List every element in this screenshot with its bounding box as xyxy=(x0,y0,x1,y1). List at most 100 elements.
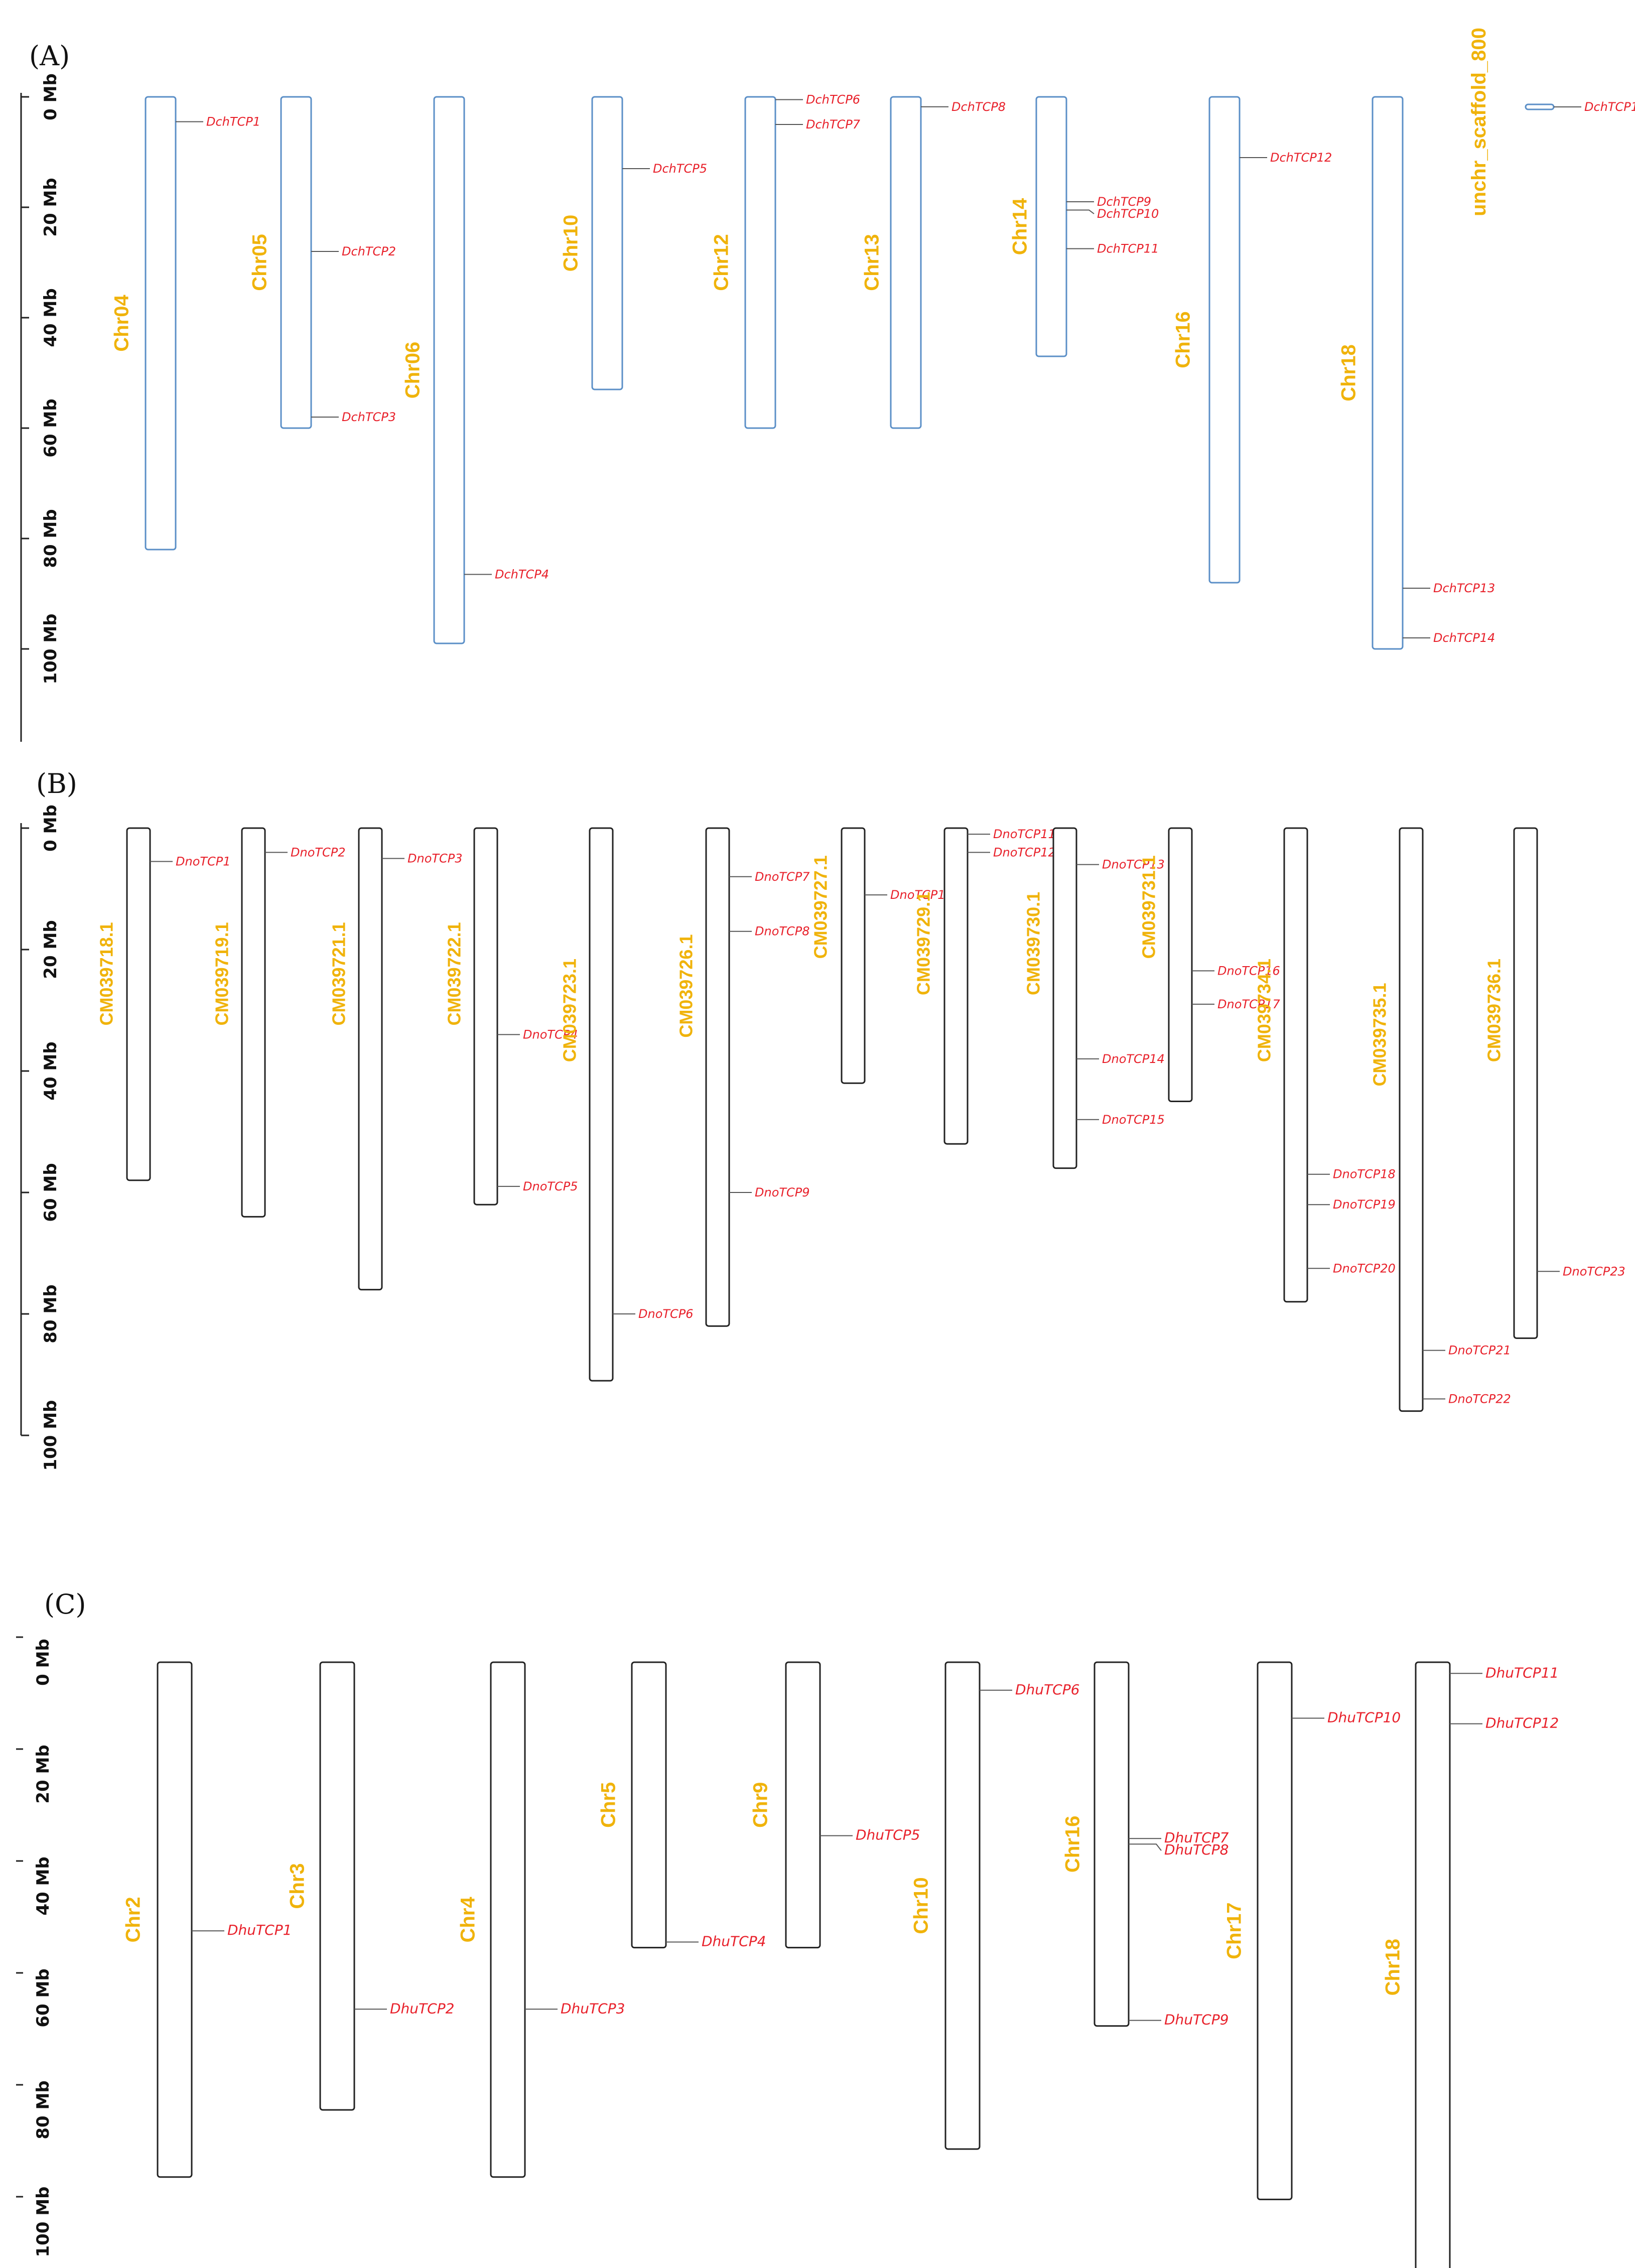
panel-c-axis-tick-label: 40 Mb xyxy=(33,1856,53,1915)
gene-dchtcp8-label: DchTCP8 xyxy=(951,100,1006,114)
gene-dnotcp21-label: DnoTCP21 xyxy=(1448,1344,1511,1358)
panel-a-axis-tick-label: 20 Mb xyxy=(41,178,61,236)
panel-a-chromosome-chr13-label: Chr13 xyxy=(861,234,883,291)
panel-b-axis-tick-label: 60 Mb xyxy=(41,1163,61,1222)
panel-c-axis-tick-label: 80 Mb xyxy=(33,2080,53,2139)
panel-c-axis-tick-label: 20 Mb xyxy=(33,1745,53,1803)
gene-dchtcp1-label: DchTCP1 xyxy=(206,115,260,129)
panel-c-chromosome-chr3 xyxy=(319,1661,355,2111)
gene-dchtcp5-label: DchTCP5 xyxy=(653,162,707,176)
chromosomes-layer: Chr04 DchTCP1 Chr05 DchTCP2 DchTCP3 Chr06 DchT… xyxy=(96,28,1635,2268)
panel-b-chromosome-cm039730-1 xyxy=(1052,827,1077,1169)
panel-c-chromosome-chr18-label: Chr18 xyxy=(1382,1939,1404,1995)
gene-dnotcp10-label: DnoTCP10 xyxy=(890,888,953,902)
panel-b-axis-tick-label: 100 Mb xyxy=(41,1400,61,1471)
gene-dhutcp6-label: DhuTCP6 xyxy=(1015,1681,1079,1698)
gene-dhutcp9-label: DhuTCP9 xyxy=(1164,2012,1229,2028)
panel-a-chromosome-chr12-label: Chr12 xyxy=(711,234,733,291)
panel-a-axis-tick-label: 80 Mb xyxy=(41,509,61,568)
gene-dnotcp18-label: DnoTCP18 xyxy=(1333,1167,1396,1181)
panel-b-chromosome-cm039727-1 xyxy=(841,827,866,1084)
panel-a-chromosome-chr04-label: Chr04 xyxy=(111,295,133,352)
panel-a-chromosome-chr04 xyxy=(145,96,177,551)
gene-dnotcp6-label: DnoTCP6 xyxy=(638,1307,694,1321)
panel-a-chromosome-chr16 xyxy=(1208,96,1241,584)
panel-a-chromosome-unchr-scaffold-800 xyxy=(1525,103,1555,110)
panel-a-chromosome-chr10 xyxy=(591,96,623,390)
panel-c-chromosome-chr10 xyxy=(944,1661,981,2150)
panel-b-chromosome-cm039736-1 xyxy=(1513,827,1538,1339)
panel-b-chromosome-cm039734-1-label: CM039734.1 xyxy=(1254,959,1275,1062)
gene-dhutcp2-label: DhuTCP2 xyxy=(390,2000,454,2017)
panel-c-axis-tick-label: 0 Mb xyxy=(33,1639,53,1686)
panel-a-chromosome-chr06 xyxy=(433,96,465,644)
gene-dchtcp2-label: DchTCP2 xyxy=(342,244,396,258)
panel-c-chromosome-chr4 xyxy=(490,1661,526,2178)
gene-dchtcp15-label: DchTCP15 xyxy=(1584,100,1635,114)
gene-dchtcp10-label: DchTCP10 xyxy=(1097,207,1159,221)
panel-b-chromosome-cm039726-1 xyxy=(705,827,730,1327)
gene-dnotcp16-label: DnoTCP16 xyxy=(1217,964,1280,978)
panel-b-chromosome-cm039722-1 xyxy=(473,827,498,1206)
gene-dnotcp14-label: DnoTCP14 xyxy=(1102,1052,1165,1066)
gene-dchtcp6-label: DchTCP6 xyxy=(806,93,860,107)
panel-c-chromosome-chr2 xyxy=(157,1661,193,2178)
panel-a-chromosome-chr16-label: Chr16 xyxy=(1172,311,1194,368)
gene-dchtcp3-label: DchTCP3 xyxy=(342,410,396,424)
panel-a-label: (A) xyxy=(29,40,70,72)
panel-b-chromosome-cm039731-1 xyxy=(1168,827,1193,1102)
gene-dnotcp3-label: DnoTCP3 xyxy=(407,852,463,866)
panel-b-chromosome-cm039726-1-label: CM039726.1 xyxy=(676,935,697,1038)
panel-b-chromosome-cm039723-1 xyxy=(589,827,614,1382)
panel-b-chromosome-cm039721-1-label: CM039721.1 xyxy=(329,922,349,1025)
gene-dnotcp1-label: DnoTCP1 xyxy=(176,855,231,869)
gene-dnotcp11-label: DnoTCP11 xyxy=(993,827,1056,841)
gene-dnotcp17-label: DnoTCP17 xyxy=(1217,997,1281,1011)
panel-c-axis-tick-label: 100 Mb xyxy=(33,2187,53,2257)
panel-b-chromosome-cm039736-1-label: CM039736.1 xyxy=(1484,959,1505,1062)
gene-dnotcp15-label: DnoTCP15 xyxy=(1102,1113,1165,1127)
gene-dnotcp13-label: DnoTCP13 xyxy=(1102,858,1165,872)
gene-dchtcp10-marker xyxy=(1066,209,1095,214)
gene-dnotcp20-label: DnoTCP20 xyxy=(1333,1261,1396,1275)
panel-b-axis-tick-label: 80 Mb xyxy=(41,1284,61,1343)
panel-b-chromosome-cm039722-1-label: CM039722.1 xyxy=(444,922,465,1025)
gene-dnotcp5-label: DnoTCP5 xyxy=(523,1179,578,1193)
gene-dnotcp7-label: DnoTCP7 xyxy=(755,870,810,884)
panel-a-axis-tick-label: 60 Mb xyxy=(41,398,61,457)
gene-dchtcp4-label: DchTCP4 xyxy=(495,568,549,582)
panel-c-axis-tick-label: 60 Mb xyxy=(33,1968,53,2027)
panel-a-axis-tick-label: 40 Mb xyxy=(41,288,61,347)
panel-a-chromosome-chr14-label: Chr14 xyxy=(1009,198,1031,255)
panel-c-chromosome-chr9 xyxy=(785,1661,821,1949)
gene-dnotcp12-label: DnoTCP12 xyxy=(993,845,1056,859)
panel-c-chromosome-chr18 xyxy=(1415,1661,1451,2268)
panel-b-chromosome-cm039727-1-label: CM039727.1 xyxy=(810,855,831,959)
panel-a-chromosome-chr18-label: Chr18 xyxy=(1338,344,1360,401)
gene-dhutcp8-label: DhuTCP8 xyxy=(1164,1841,1229,1858)
gene-dhutcp10-label: DhuTCP10 xyxy=(1327,1709,1401,1726)
gene-dhutcp7-label: DhuTCP7 xyxy=(1164,1829,1229,1846)
gene-dchtcp12-label: DchTCP12 xyxy=(1270,151,1332,165)
panel-b-chromosome-cm039729-1-label: CM039729.1 xyxy=(913,892,934,995)
panel-b-chromosome-cm039729-1 xyxy=(943,827,969,1145)
panel-b-axis-tick-label: 40 Mb xyxy=(41,1041,61,1100)
gene-dnotcp9-label: DnoTCP9 xyxy=(755,1185,810,1199)
panel-b-chromosome-cm039735-1-label: CM039735.1 xyxy=(1370,983,1390,1086)
gene-dhutcp12-label: DhuTCP12 xyxy=(1485,1715,1559,1731)
panel-b-chromosome-cm039734-1 xyxy=(1283,827,1308,1303)
panel-c-chromosome-chr16 xyxy=(1094,1661,1130,2027)
gene-dchtcp9-label: DchTCP9 xyxy=(1097,195,1151,209)
gene-dhutcp1-label: DhuTCP1 xyxy=(227,1922,292,1938)
panel-a-axis-tick-label: 100 Mb xyxy=(41,614,61,685)
panel-b-chromosome-cm039731-1-label: CM039731.1 xyxy=(1139,855,1159,959)
panel-a-chromosome-chr10-label: Chr10 xyxy=(560,215,582,272)
panel-c-chromosome-chr16-label: Chr16 xyxy=(1062,1816,1084,1873)
panel-b-chromosome-cm039718-1 xyxy=(126,827,151,1181)
panel-c-chromosome-chr10-label: Chr10 xyxy=(910,1877,932,1934)
gene-dnotcp19-label: DnoTCP19 xyxy=(1333,1197,1396,1212)
panel-a-chromosome-chr13 xyxy=(890,96,922,429)
panel-c-chromosome-chr17 xyxy=(1257,1661,1293,2200)
panel-a-chromosome-chr14 xyxy=(1035,96,1067,357)
panel-b-chromosome-cm039723-1-label: CM039723.1 xyxy=(560,959,580,1062)
